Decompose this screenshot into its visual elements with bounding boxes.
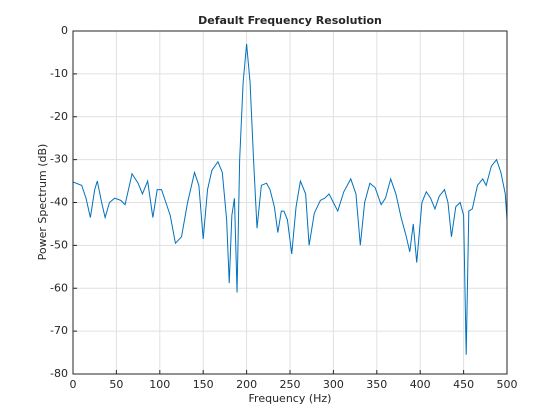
chart-title: Default Frequency Resolution xyxy=(198,14,382,27)
x-tick-label: 100 xyxy=(149,378,170,391)
x-tick-label: 200 xyxy=(236,378,257,391)
y-tick-label: -60 xyxy=(50,281,68,294)
y-tick-label: -30 xyxy=(50,153,68,166)
x-tick-label: 350 xyxy=(366,378,387,391)
line-series xyxy=(72,43,508,355)
y-tick-label: -70 xyxy=(50,324,68,337)
x-tick-label: 250 xyxy=(280,378,301,391)
y-tick-label: 0 xyxy=(61,24,68,37)
x-axis-label: Frequency (Hz) xyxy=(249,392,332,405)
axes-box xyxy=(72,30,508,375)
x-tick-label: 150 xyxy=(193,378,214,391)
y-tick-label: -10 xyxy=(50,67,68,80)
x-tick-label: 0 xyxy=(70,378,77,391)
y-tick-label: -20 xyxy=(50,110,68,123)
x-tick-label: 450 xyxy=(453,378,474,391)
y-tick-label: -50 xyxy=(50,238,68,251)
y-tick-label: -80 xyxy=(50,367,68,380)
x-tick-label: 500 xyxy=(497,378,518,391)
x-tick-label: 300 xyxy=(323,378,344,391)
x-tick-label: 50 xyxy=(109,378,123,391)
y-tick-label: -40 xyxy=(50,196,68,209)
x-tick-label: 400 xyxy=(410,378,431,391)
y-axis-label: Power Spectrum (dB) xyxy=(36,144,49,261)
